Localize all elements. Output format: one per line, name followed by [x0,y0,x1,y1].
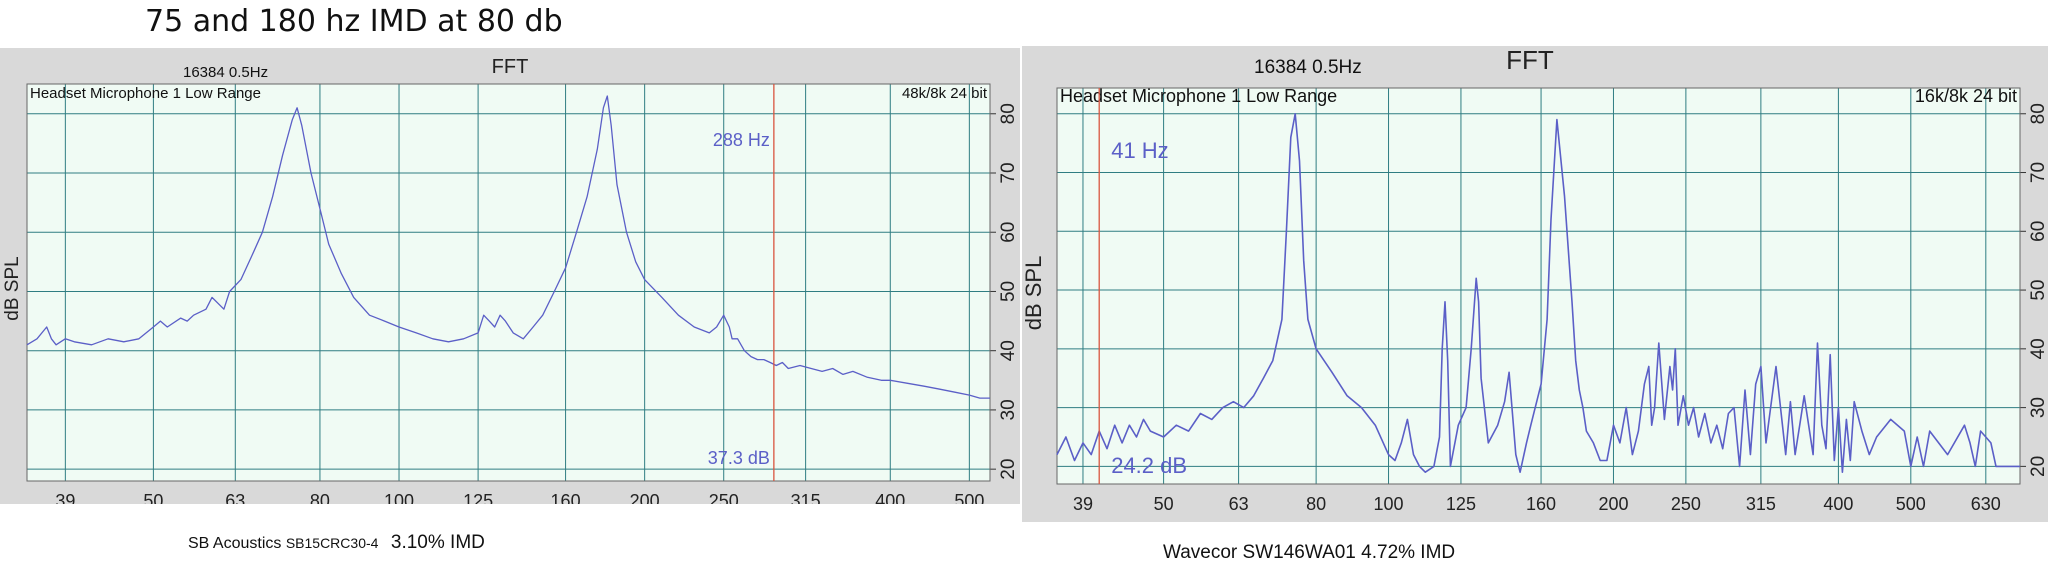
chart-title: FFT [1506,46,1554,75]
x-tick-label: 200 [1598,494,1628,514]
y-tick-label: 20 [998,459,1019,480]
x-tick-label: 500 [1896,494,1926,514]
x-tick-label: 315 [791,491,821,504]
x-tick-label: 250 [709,491,739,504]
plot-area [1057,88,2020,484]
x-tick-label: 63 [225,491,245,504]
y-tick-label: 30 [2028,397,2048,418]
y-tick-label: 50 [2028,279,2048,300]
x-tick-label: 39 [1073,494,1093,514]
fft-panel-left: 20 30 40 50 60 70 80 39 50 63 80 100 125 160 200 250 315… [0,48,1020,504]
x-tick-label: 50 [1154,494,1174,514]
sample-format-label: 16k/8k 24 bit [1915,86,2017,106]
fft-size-label: 16384 0.5Hz [1254,57,1362,78]
x-tick-label: 400 [1823,494,1853,514]
caption-left-brand: SB Acoustics [188,535,282,552]
x-tick-label: 500 [954,491,984,504]
cursor-level-readout: 37.3 dB [708,448,770,468]
input-source-label: Headset Microphone 1 Low Range [30,85,261,102]
cursor-frequency-readout: 288 Hz [713,130,770,150]
cursor-level-readout: 24.2 dB [1111,453,1187,478]
y-tick-label: 20 [2028,456,2048,477]
x-tick-label: 39 [55,491,75,504]
plot-frame [1056,87,2021,485]
y-tick-label: 50 [998,281,1019,302]
y-tick-label: 30 [998,399,1019,420]
sample-format-label: 48k/8k 24 bit [902,85,988,102]
x-tick-label: 200 [630,491,660,504]
y-tick-label: 80 [998,103,1019,124]
x-tick-label: 630 [1971,494,2001,514]
caption-left: SB Acoustics SB15CRC30-4 3.10% IMD [188,532,485,554]
caption-left-imd: 3.10% IMD [390,532,485,553]
y-tick-label: 40 [998,340,1019,361]
x-tick-label: 250 [1671,494,1701,514]
x-tick-label: 50 [143,491,163,504]
y-tick-label: 70 [998,162,1019,183]
fft-chart-left: 20 30 40 50 60 70 80 39 50 63 80 100 125 160 200 250 315… [2,56,1019,504]
y-tick-label: 70 [2028,162,2048,183]
x-tick-label: 160 [551,491,581,504]
input-source-label: Headset Microphone 1 Low Range [1060,86,1337,106]
x-tick-label: 160 [1526,494,1556,514]
y-tick-label: 60 [998,222,1019,243]
x-tick-label: 63 [1229,494,1249,514]
chart-title: FFT [492,56,529,78]
plot-area [27,84,990,481]
x-tick-label: 100 [384,491,414,504]
caption-right: Wavecor SW146WA01 4.72% IMD [1163,542,1456,563]
spectrum-trace [26,95,990,399]
x-tick-label: 125 [463,491,493,504]
x-tick-label: 100 [1374,494,1404,514]
y-tick-label: 80 [2028,103,2048,124]
caption-left-model: SB15CRC30-4 [285,535,379,551]
y-tick-label: 60 [2028,221,2048,242]
plot-frame [26,83,991,482]
cursor-frequency-readout: 41 Hz [1111,138,1168,163]
y-axis-label: dB SPL [1022,256,1046,331]
y-axis-label: dB SPL [2,256,23,320]
fft-panel-right: 20 30 40 50 60 70 80 39 50 63 80 100 125 160 200 250 315… [1022,46,2048,522]
x-tick-label: 80 [310,491,330,504]
fft-size-label: 16384 0.5Hz [183,64,268,81]
page-title: 75 and 180 hz IMD at 80 db [145,4,563,39]
x-tick-label: 315 [1746,494,1776,514]
y-tick-label: 40 [2028,338,2048,359]
x-tick-label: 125 [1446,494,1476,514]
fft-chart-right: 20 30 40 50 60 70 80 39 50 63 80 100 125 160 200 250 315… [1022,46,2048,514]
x-tick-label: 400 [875,491,905,504]
x-tick-label: 80 [1306,494,1326,514]
spectrum-trace [1056,113,2020,474]
